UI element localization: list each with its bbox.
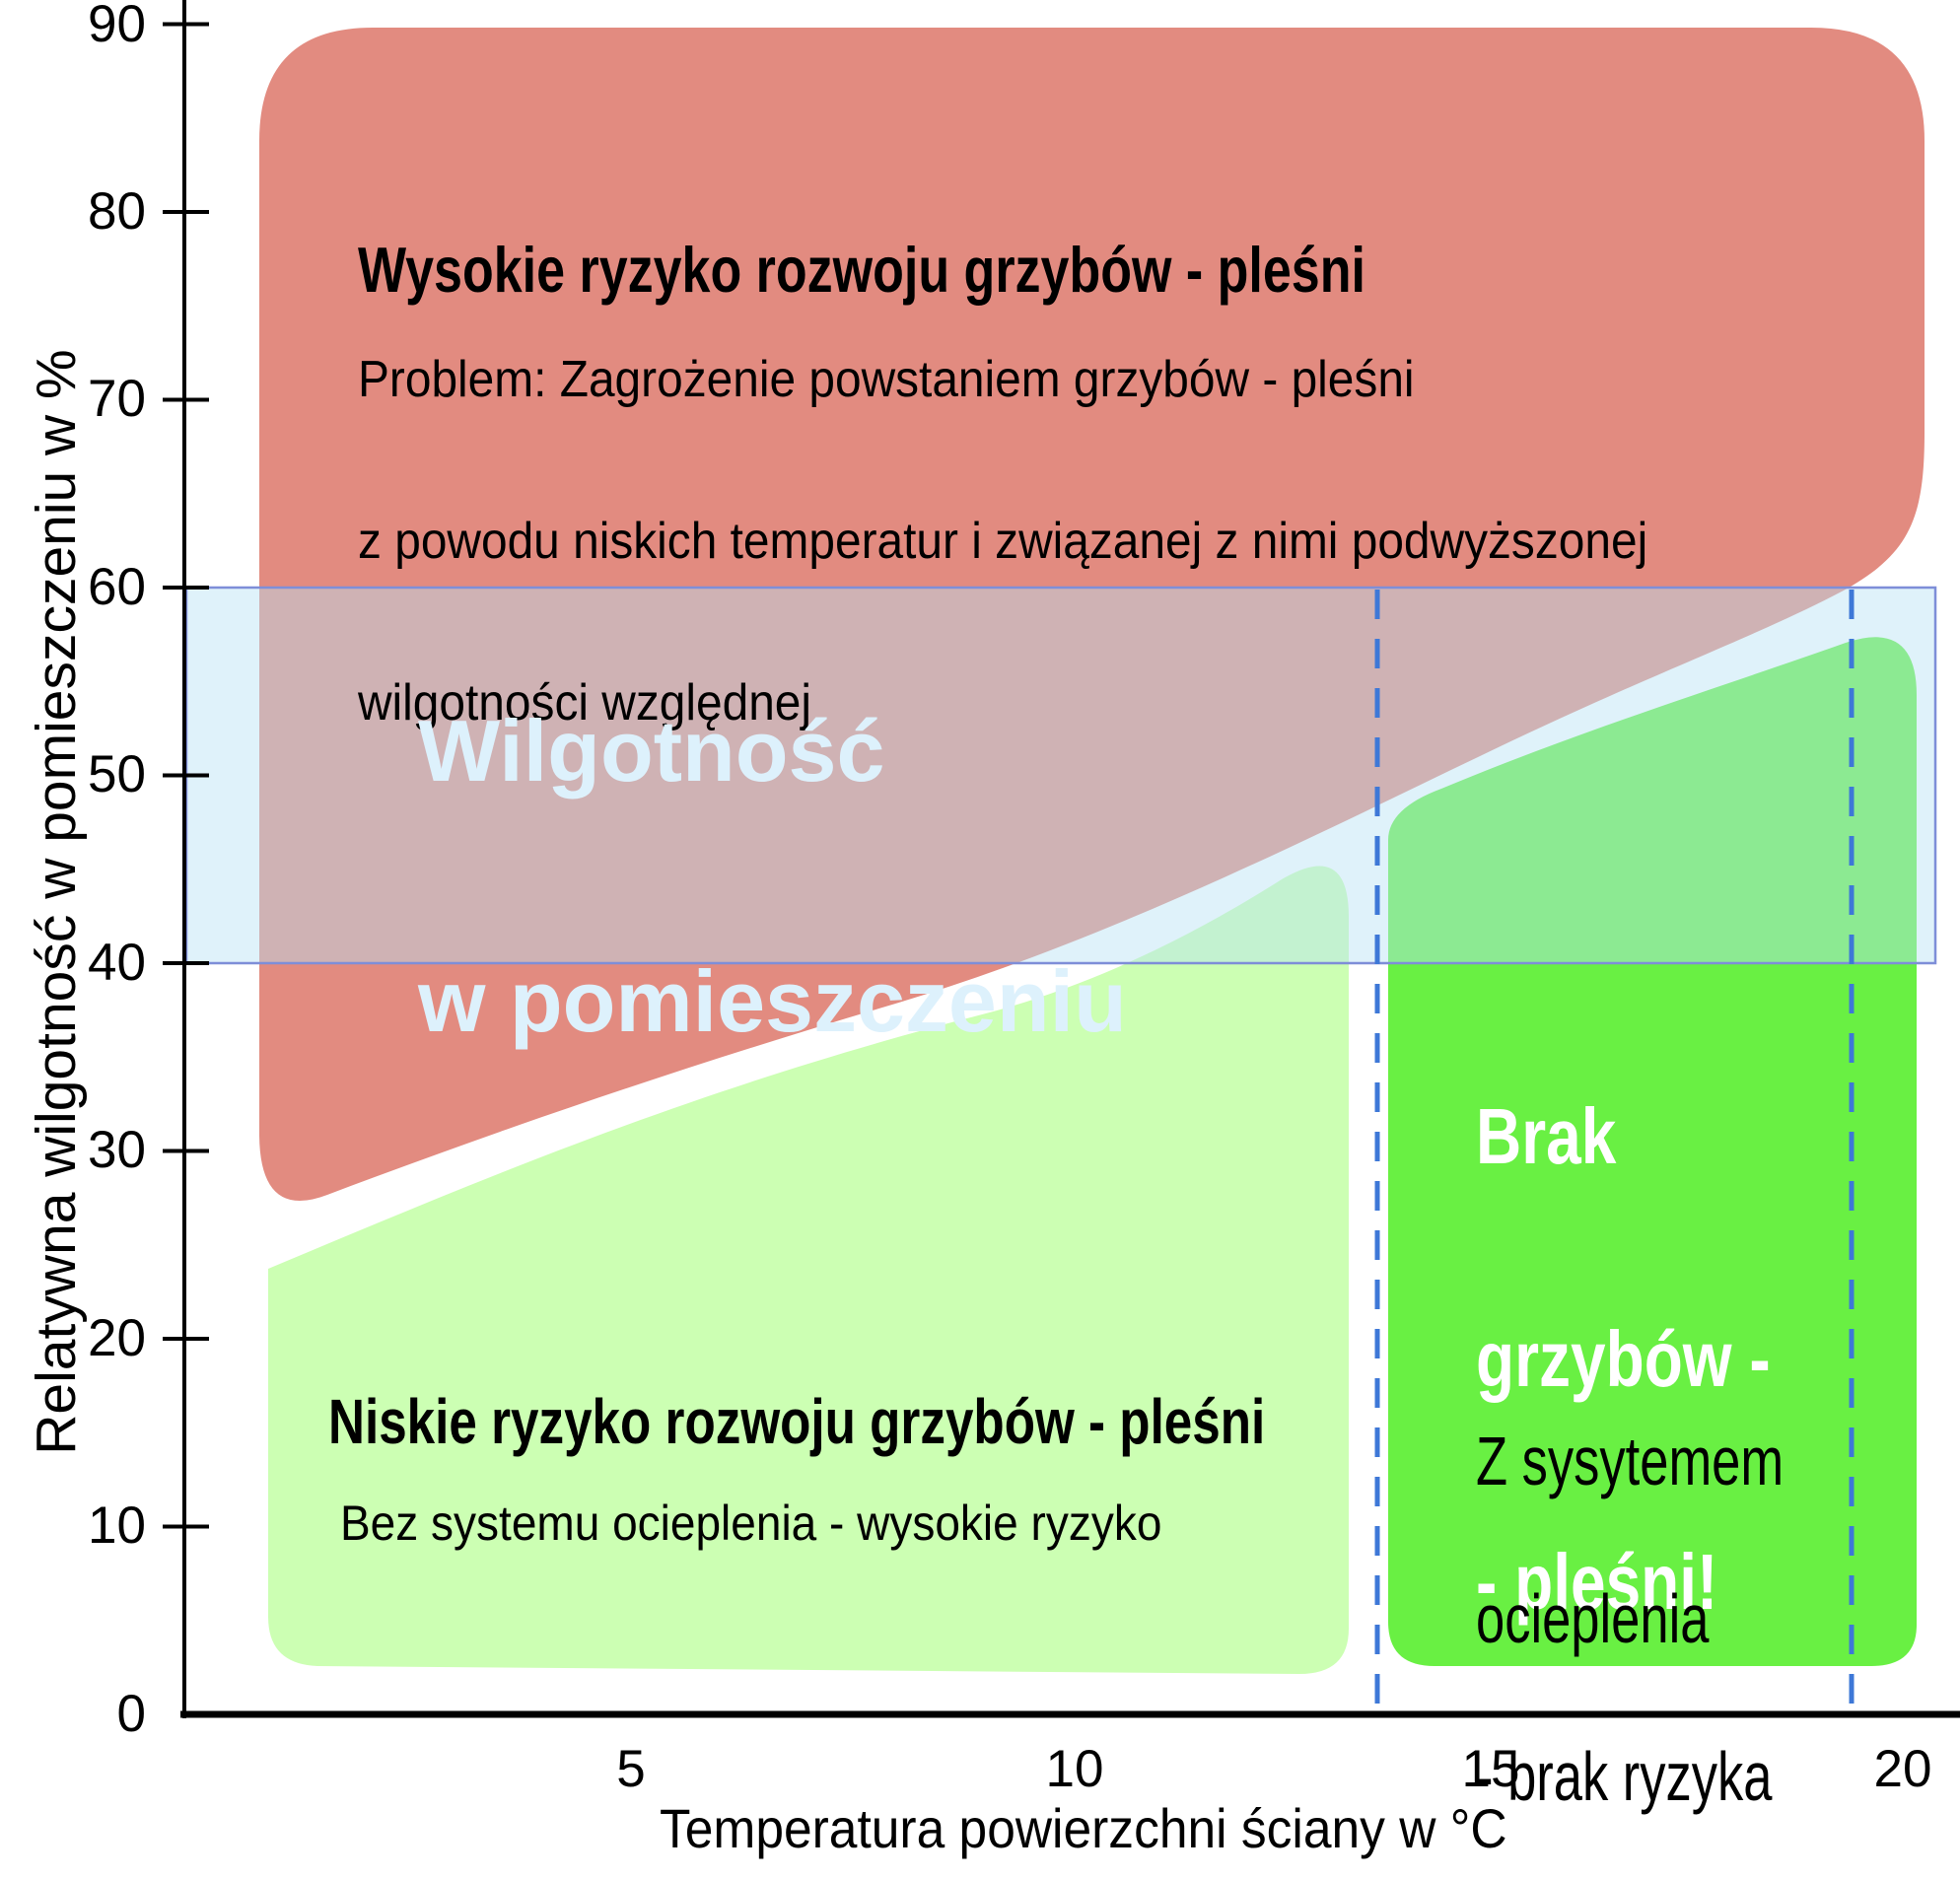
humidity-band-label: Wilgotność w pomieszczeniu xyxy=(418,688,1127,1064)
humidity-band-line2: w pomieszczeniu xyxy=(418,952,1127,1050)
no-mold-line2: grzybów - xyxy=(1476,1315,1771,1403)
y-axis-tick-marks xyxy=(163,22,209,1529)
y-tick-label-90: 90 xyxy=(88,0,146,53)
x-tick-label-20: 20 xyxy=(1873,1740,1932,1798)
humidity-band-line1: Wilgotność xyxy=(418,702,885,800)
y-axis-title: Relatywna wilgotność w pomieszczeniu w % xyxy=(25,349,88,1455)
y-tick-label-80: 80 xyxy=(88,182,146,241)
x-tick-label-10: 10 xyxy=(1045,1740,1104,1798)
high-risk-description: Problem: Zagrożenie powstaniem grzybów -… xyxy=(358,339,1647,743)
y-tick-label-0: 0 xyxy=(116,1685,146,1743)
y-tick-label-50: 50 xyxy=(88,745,146,803)
no-mold-subtitle: Z sysytemem ocieplenia - brak ryzyka xyxy=(1476,1422,1784,1816)
y-tick-label-10: 10 xyxy=(88,1496,146,1555)
low-risk-title: Niskie ryzyko rozwoju grzybów - pleśni xyxy=(328,1386,1266,1457)
high-risk-title: Wysokie ryzyko rozwoju grzybów - pleśni xyxy=(358,234,1365,306)
no-mold-line1: Brak xyxy=(1476,1092,1617,1180)
no-mold-region-shape xyxy=(1388,637,1917,1666)
no-mold-title: Brak grzybów - - pleśni! xyxy=(1476,1080,1771,1637)
no-mold-sub-line1: Z sysytemem xyxy=(1476,1423,1785,1499)
y-tick-label-60: 60 xyxy=(88,558,146,616)
x-tick-label-5: 5 xyxy=(616,1740,646,1798)
no-mold-sub-line2: ocieplenia xyxy=(1476,1580,1710,1657)
y-tick-label-70: 70 xyxy=(88,370,146,428)
low-risk-region-shape xyxy=(268,866,1349,1674)
high-risk-region-shape xyxy=(259,28,1925,1202)
no-mold-line3: - pleśni! xyxy=(1476,1538,1718,1626)
high-risk-problem-line1: Problem: Zagrożenie powstaniem grzybów -… xyxy=(358,351,1415,408)
no-mold-sub-line3: - brak ryzyka xyxy=(1476,1738,1773,1815)
y-tick-label-40: 40 xyxy=(88,934,146,992)
high-risk-problem-line3: wilgotności względnej xyxy=(358,674,812,731)
high-risk-problem-line2: z powodu niskich temperatur i związanej … xyxy=(358,513,1648,570)
humidity-band-overlay xyxy=(184,586,1937,965)
y-tick-label-20: 20 xyxy=(88,1309,146,1367)
x-tick-label-15: 15 xyxy=(1461,1740,1520,1798)
low-risk-subtitle: Bez systemu ocieplenia - wysokie ryzyko xyxy=(340,1496,1162,1551)
x-axis-title: Temperatura powierzchni ściany w °C xyxy=(660,1797,1507,1859)
y-tick-label-30: 30 xyxy=(88,1121,146,1179)
